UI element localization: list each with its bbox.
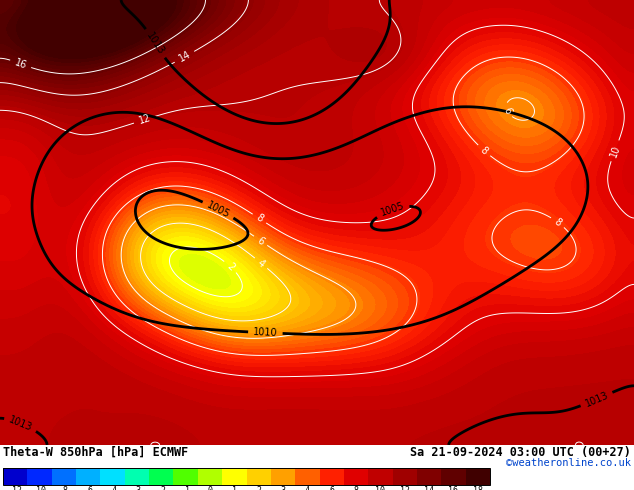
Text: 1013: 1013 — [145, 30, 166, 56]
Text: 0: 0 — [207, 486, 212, 490]
Bar — [198, 468, 222, 485]
Bar — [3, 468, 27, 485]
Text: -10: -10 — [32, 486, 47, 490]
Text: Theta-W 850hPa [hPa] ECMWF: Theta-W 850hPa [hPa] ECMWF — [3, 446, 188, 459]
Text: 8: 8 — [552, 217, 563, 228]
Text: 2: 2 — [224, 261, 236, 272]
Bar — [295, 468, 320, 485]
Bar — [392, 468, 417, 485]
Text: -8: -8 — [59, 486, 69, 490]
Text: 16: 16 — [448, 486, 458, 490]
Text: 1005: 1005 — [379, 201, 406, 219]
Text: 8: 8 — [479, 145, 489, 156]
Bar — [100, 468, 125, 485]
Text: 14: 14 — [424, 486, 434, 490]
Text: 1013: 1013 — [8, 414, 34, 433]
Bar — [174, 468, 198, 485]
Text: 6: 6 — [329, 486, 334, 490]
Text: ©weatheronline.co.uk: ©weatheronline.co.uk — [506, 458, 631, 468]
Text: 10: 10 — [375, 486, 385, 490]
Text: 14: 14 — [177, 49, 192, 64]
Text: 1005: 1005 — [205, 199, 231, 220]
Bar — [417, 468, 441, 485]
Bar — [247, 468, 271, 485]
Bar — [368, 468, 392, 485]
Bar — [271, 468, 295, 485]
Text: 12: 12 — [137, 113, 152, 126]
Text: Sa 21-09-2024 03:00 UTC (00+27): Sa 21-09-2024 03:00 UTC (00+27) — [410, 446, 631, 459]
Text: 6: 6 — [256, 235, 266, 246]
Text: 16: 16 — [13, 57, 28, 71]
Bar — [465, 468, 490, 485]
Bar — [125, 468, 149, 485]
Text: 6: 6 — [501, 106, 513, 115]
Text: -2: -2 — [156, 486, 166, 490]
Text: 8: 8 — [354, 486, 359, 490]
Text: 8: 8 — [254, 213, 265, 224]
Text: 1013: 1013 — [583, 390, 610, 409]
Text: -4: -4 — [108, 486, 117, 490]
Bar — [344, 468, 368, 485]
Text: 1010: 1010 — [253, 327, 278, 338]
Text: -12: -12 — [8, 486, 23, 490]
Text: 4: 4 — [256, 257, 267, 269]
Bar — [27, 468, 52, 485]
Bar — [3, 468, 490, 485]
Text: 3: 3 — [280, 486, 285, 490]
Text: 1: 1 — [232, 486, 237, 490]
Bar — [222, 468, 247, 485]
Bar — [76, 468, 100, 485]
Text: 10: 10 — [608, 143, 622, 158]
Text: 2: 2 — [256, 486, 261, 490]
Bar — [52, 468, 76, 485]
Text: 12: 12 — [400, 486, 410, 490]
Text: 4: 4 — [305, 486, 310, 490]
Text: -1: -1 — [181, 486, 191, 490]
Text: -6: -6 — [83, 486, 93, 490]
Bar — [149, 468, 174, 485]
Bar — [441, 468, 465, 485]
Text: -3: -3 — [132, 486, 142, 490]
Text: 18: 18 — [473, 486, 483, 490]
Bar — [320, 468, 344, 485]
